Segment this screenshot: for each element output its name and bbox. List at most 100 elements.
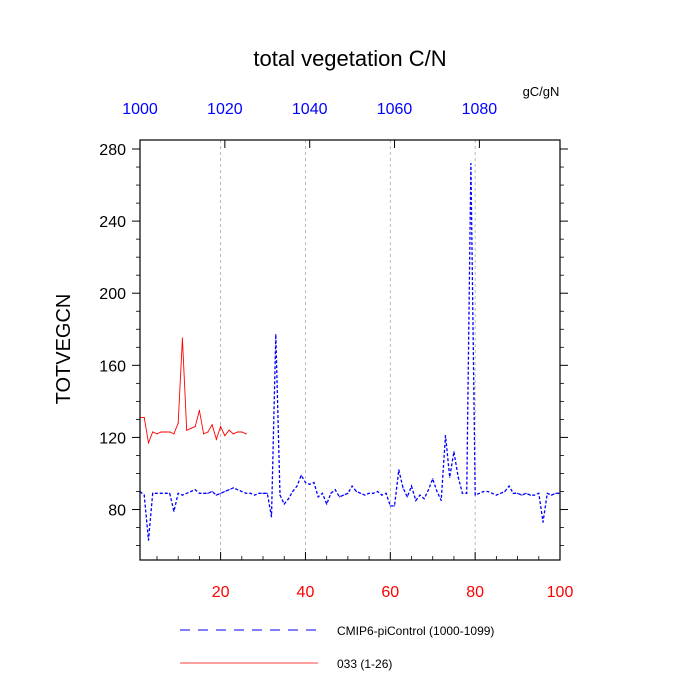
data-point [173,510,175,512]
data-point [381,494,383,496]
data-point [402,487,404,489]
data-point [186,492,188,494]
x-bottom-tick-label: 60 [381,584,399,601]
data-point [190,427,192,430]
data-point [461,492,464,494]
data-point [516,492,519,494]
y-tick-label: 80 [108,503,126,520]
data-point [160,431,162,433]
data-point [478,492,480,494]
data-point [436,490,438,493]
data-point [203,492,205,494]
data-point [152,492,154,494]
data-point [368,492,370,494]
data-point [169,431,171,433]
data-point [542,521,544,523]
data-point [406,496,408,498]
data-point [215,494,217,496]
data-point [512,492,514,494]
data-point [147,539,150,541]
x-top-tick-label: 1040 [292,101,328,118]
data-point [279,494,281,496]
data-point [245,433,247,435]
data-point [292,490,294,493]
data-point [309,483,311,485]
units-label: gC/gN [523,84,560,99]
data-point [258,492,260,494]
data-point [326,503,328,505]
y-tick-label: 120 [99,430,126,447]
data-point [228,429,230,431]
y-axis-label: TOTVEGCN [53,294,75,405]
data-point [190,490,192,493]
data-point [300,474,302,476]
data-point [177,492,179,494]
data-point [164,431,167,433]
data-point [181,494,184,496]
data-point [232,433,234,435]
data-point [169,492,171,494]
data-point [376,490,379,493]
data-point [321,492,324,494]
plot-frame [139,139,561,561]
data-point [538,492,540,494]
data-point [194,489,196,491]
data-point [194,426,196,428]
grid-lines [220,140,476,560]
x-top-tick-label: 1000 [122,101,158,118]
data-point [470,162,472,165]
data-point [241,490,243,493]
data-point [241,431,243,433]
data-point [143,416,145,419]
chart-title: total vegetation C/N [253,46,446,71]
y-tick-label: 200 [99,286,126,303]
series-line-1 [139,163,560,541]
data-point [466,492,468,494]
data-point [270,516,273,518]
data-point [385,492,387,494]
data-point [152,431,154,433]
data-point [296,485,298,487]
axes: 20 40 60 80 100 1000 1020 1040 1060 1080 80 120 160 2… [99,101,573,601]
data-point [555,492,557,494]
y-tick-label: 240 [99,214,126,231]
data-point [393,505,396,507]
data-point [343,494,345,496]
data-point [410,485,413,487]
data-point [351,485,353,487]
data-point [474,494,476,496]
x-top-tick-label: 1080 [462,101,498,118]
x-bottom-tick-label: 40 [297,584,315,601]
data-point [500,492,502,494]
data-point [360,492,362,494]
data-point [283,503,285,505]
data-point [334,489,336,491]
data-point [173,433,175,435]
data-point [215,438,217,440]
data-point [186,429,188,431]
data-point [220,492,222,494]
data-point [444,435,447,437]
data-point [521,494,523,496]
data-point [228,489,230,491]
data-point [203,433,205,435]
data-point [198,492,200,494]
data-point [304,481,307,484]
legend-label-2: 033 (1-26) [337,657,392,671]
data-point [457,476,459,478]
data-point [372,492,374,494]
data-point [220,426,222,428]
data-point [415,499,417,502]
data-point [207,492,209,494]
x-bottom-tick-label: 20 [212,584,230,601]
data-point [266,492,268,494]
data-point [160,492,162,494]
x-bottom-tick-label: 100 [547,584,574,601]
data-point [317,496,319,498]
data-point [224,435,226,437]
data-point [156,433,158,435]
data-point [330,492,332,494]
data-point [453,451,455,453]
data-point [364,494,366,496]
